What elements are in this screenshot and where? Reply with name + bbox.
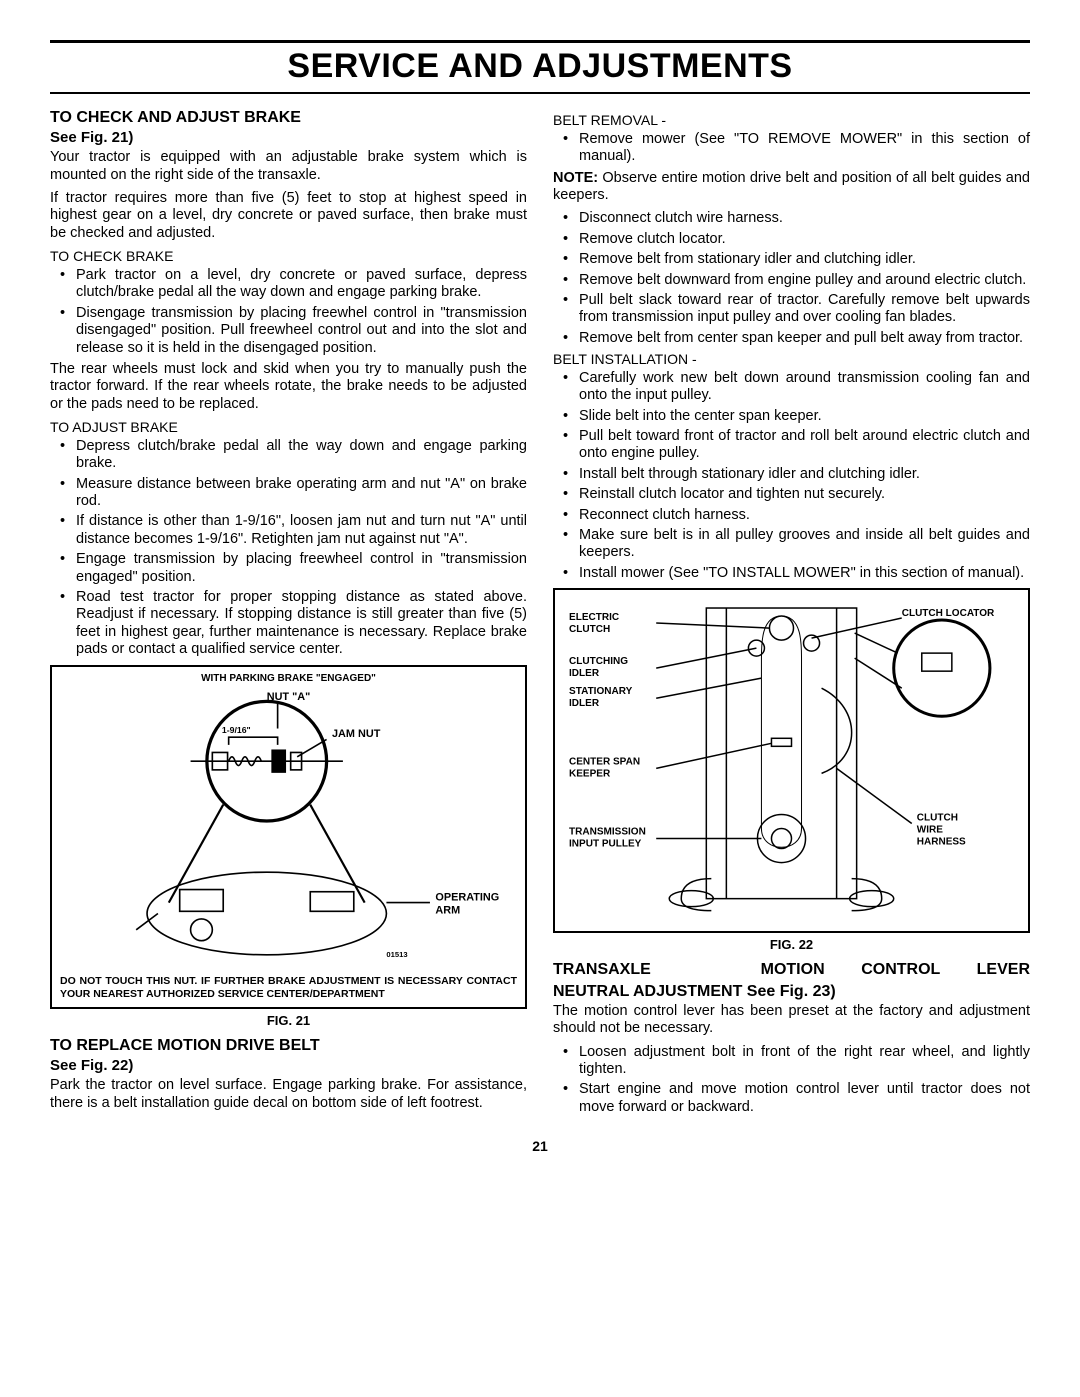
svg-text:CLUTCH LOCATOR: CLUTCH LOCATOR: [902, 608, 995, 619]
list-item: Make sure belt is in all pulley grooves …: [553, 527, 1030, 562]
heading-brake: TO CHECK AND ADJUST BRAKE: [50, 108, 527, 127]
list-item: Remove belt downward from engine pulley …: [553, 272, 1030, 289]
list-item: Install belt through stationary idler an…: [553, 466, 1030, 483]
list-item: Disconnect clutch wire harness.: [553, 210, 1030, 227]
fig21-warning: DO NOT TOUCH THIS NUT. IF FURTHER BRAKE …: [60, 975, 517, 1000]
list-item: Pull belt slack toward rear of tractor. …: [553, 292, 1030, 327]
belt-removal-list-1: Remove mower (See "TO REMOVE MOWER" in t…: [553, 131, 1030, 166]
list-item: Engage transmission by placing freewheel…: [50, 551, 527, 586]
svg-text:ELECTRIC: ELECTRIC: [569, 612, 619, 623]
svg-text:CLUTCHING: CLUTCHING: [569, 656, 628, 667]
list-item: Remove belt from stationary idler and cl…: [553, 251, 1030, 268]
list-item: Disengage transmission by placing freewh…: [50, 305, 527, 357]
left-column: TO CHECK AND ADJUST BRAKE See Fig. 21) Y…: [50, 108, 527, 1120]
see-fig-21: See Fig. 21): [50, 129, 527, 147]
transaxle-list: Loosen adjustment bolt in front of the r…: [553, 1044, 1030, 1117]
page-title: SERVICE AND ADJUSTMENTS: [50, 47, 1030, 86]
figure-21-box: WITH PARKING BRAKE "ENGAGED": [50, 665, 527, 1009]
brake-intro-1: Your tractor is equipped with an adjusta…: [50, 149, 527, 184]
list-item: Remove mower (See "TO REMOVE MOWER" in t…: [553, 131, 1030, 166]
list-item: Measure distance between brake operating…: [50, 476, 527, 511]
heading-belt: TO REPLACE MOTION DRIVE BELT: [50, 1036, 527, 1055]
belt-install-heading: BELT INSTALLATION -: [553, 351, 1030, 368]
title-underline: [50, 92, 1030, 94]
svg-text:01513: 01513: [386, 950, 407, 959]
belt-intro: Park the tractor on level surface. Engag…: [50, 1077, 527, 1112]
svg-text:NUT "A": NUT "A": [267, 691, 311, 703]
svg-text:STATIONARY: STATIONARY: [569, 686, 633, 697]
list-item: Slide belt into the center span keeper.: [553, 408, 1030, 425]
brake-intro-2: If tractor requires more than five (5) f…: [50, 190, 527, 242]
fig21-header: WITH PARKING BRAKE "ENGAGED": [60, 673, 517, 685]
figure-21-diagram: NUT "A" 1-9/16" JAM NUT OPERATING ARM 01…: [60, 685, 517, 968]
svg-text:JAM NUT: JAM NUT: [332, 728, 381, 740]
right-column: BELT REMOVAL - Remove mower (See "TO REM…: [553, 108, 1030, 1120]
svg-text:ARM: ARM: [435, 904, 460, 916]
check-brake-note: The rear wheels must lock and skid when …: [50, 361, 527, 413]
list-item: Loosen adjustment bolt in front of the r…: [553, 1044, 1030, 1079]
belt-removal-heading: BELT REMOVAL -: [553, 112, 1030, 129]
heading-transaxle-line2: NEUTRAL ADJUSTMENT See Fig. 23): [553, 982, 1030, 1001]
list-item: Reinstall clutch locator and tighten nut…: [553, 486, 1030, 503]
svg-text:IDLER: IDLER: [569, 698, 600, 709]
belt-removal-list-2: Disconnect clutch wire harness. Remove c…: [553, 210, 1030, 347]
check-brake-heading: TO CHECK BRAKE: [50, 248, 527, 265]
svg-text:CENTER SPAN: CENTER SPAN: [569, 757, 640, 768]
svg-text:CLUTCH: CLUTCH: [569, 624, 610, 635]
svg-text:TRANSMISSION: TRANSMISSION: [569, 827, 646, 838]
list-item: Reconnect clutch harness.: [553, 507, 1030, 524]
see-fig-22: See Fig. 22): [50, 1057, 527, 1075]
fig21-caption: FIG. 21: [50, 1013, 527, 1029]
list-item: Remove clutch locator.: [553, 231, 1030, 248]
list-item: Remove belt from center span keeper and …: [553, 330, 1030, 347]
adjust-brake-heading: TO ADJUST BRAKE: [50, 419, 527, 436]
figure-22-box: ELECTRIC CLUTCH CLUTCH LOCATOR CLUTCHING…: [553, 588, 1030, 933]
svg-text:INPUT PULLEY: INPUT PULLEY: [569, 839, 642, 850]
list-item: If distance is other than 1-9/16", loose…: [50, 513, 527, 548]
svg-text:CLUTCH: CLUTCH: [917, 813, 958, 824]
fig22-caption: FIG. 22: [553, 937, 1030, 953]
svg-text:WIRE: WIRE: [917, 825, 943, 836]
svg-text:HARNESS: HARNESS: [917, 837, 966, 848]
adjust-brake-list: Depress clutch/brake pedal all the way d…: [50, 438, 527, 659]
svg-text:1-9/16": 1-9/16": [222, 724, 251, 734]
list-item: Depress clutch/brake pedal all the way d…: [50, 438, 527, 473]
belt-note: NOTE: Observe entire motion drive belt a…: [553, 170, 1030, 205]
svg-text:OPERATING: OPERATING: [435, 891, 499, 903]
svg-text:KEEPER: KEEPER: [569, 769, 611, 780]
list-item: Carefully work new belt down around tran…: [553, 370, 1030, 405]
top-rule: [50, 40, 1030, 43]
page-number: 21: [50, 1138, 1030, 1154]
transaxle-intro: The motion control lever has been preset…: [553, 1003, 1030, 1038]
content-columns: TO CHECK AND ADJUST BRAKE See Fig. 21) Y…: [50, 108, 1030, 1120]
list-item: Install mower (See "TO INSTALL MOWER" in…: [553, 565, 1030, 582]
heading-transaxle-line1: TRANSAXLE MOTION CONTROL LEVER: [553, 960, 1030, 979]
svg-text:IDLER: IDLER: [569, 668, 600, 679]
list-item: Start engine and move motion control lev…: [553, 1081, 1030, 1116]
check-brake-list: Park tractor on a level, dry concrete or…: [50, 267, 527, 357]
belt-install-list: Carefully work new belt down around tran…: [553, 370, 1030, 582]
list-item: Road test tractor for proper stopping di…: [50, 589, 527, 659]
figure-22-diagram: ELECTRIC CLUTCH CLUTCH LOCATOR CLUTCHING…: [561, 598, 1022, 919]
list-item: Pull belt toward front of tractor and ro…: [553, 428, 1030, 463]
list-item: Park tractor on a level, dry concrete or…: [50, 267, 527, 302]
